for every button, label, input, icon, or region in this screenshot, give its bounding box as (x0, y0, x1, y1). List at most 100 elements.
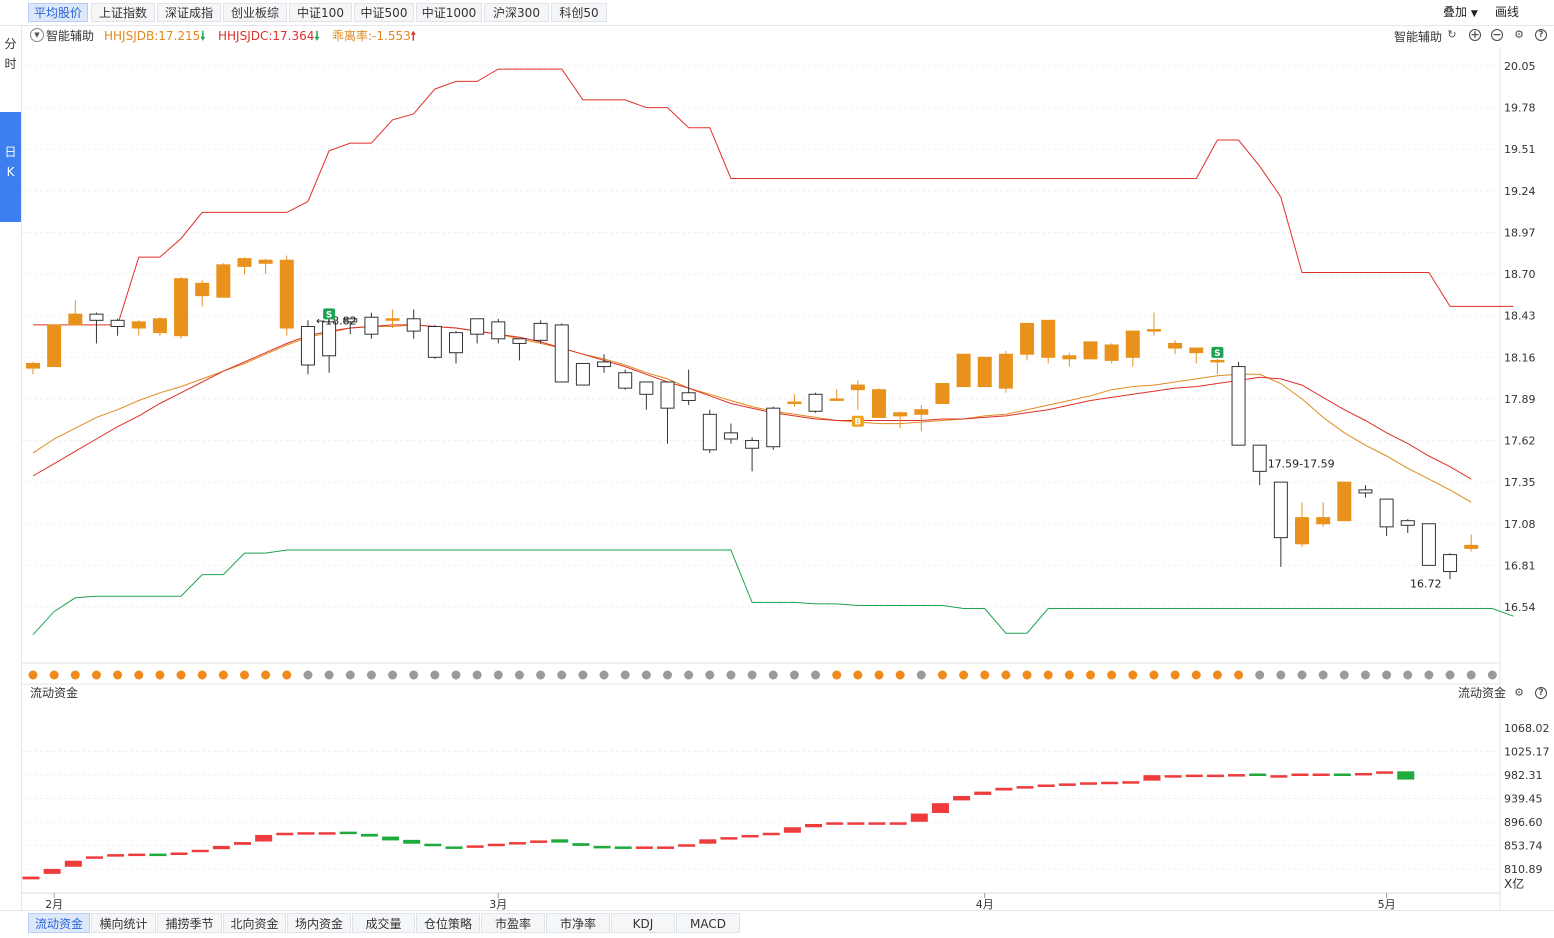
flow-bar (107, 854, 125, 857)
flow-title-right: 流动资金 (1458, 685, 1506, 700)
trend-dot (28, 670, 38, 680)
candle-body (660, 381, 675, 409)
candle-body (554, 324, 569, 383)
flow-bar (995, 787, 1013, 791)
tab-top-8[interactable]: 科创50 (551, 3, 607, 22)
tab-daily-k[interactable]: 日 K (0, 112, 21, 222)
trend-dot (1297, 670, 1307, 680)
y-tick-label: 17.08 (1504, 518, 1536, 531)
flow-bar (424, 843, 442, 847)
tab-bottom-0[interactable]: 流动资金 (28, 913, 90, 933)
tab-bottom-1[interactable]: 横向统计 (91, 913, 156, 933)
trend-dot (1318, 670, 1328, 680)
flow-bar (1164, 775, 1182, 778)
tab-bottom-4[interactable]: 场内资金 (287, 913, 351, 933)
tab-top-5[interactable]: 中证500 (354, 3, 414, 22)
remove-icon[interactable]: − (1491, 28, 1503, 41)
deviation-value-text: 乖离率:-1.553 (332, 29, 411, 43)
trend-dot (430, 670, 440, 680)
tab-bottom-9[interactable]: KDJ (611, 913, 675, 933)
y-tick-label: 19.51 (1504, 143, 1536, 156)
flow-bar (910, 813, 928, 822)
gear-icon-lower[interactable]: ⚙ (1514, 686, 1524, 699)
candle-body (491, 321, 506, 340)
candle-body (1104, 344, 1119, 361)
assist-toggle-icon[interactable]: ▼ (30, 28, 44, 42)
help-icon-lower[interactable]: ? (1535, 687, 1547, 699)
flow-bar (1291, 773, 1309, 777)
candle-body (702, 413, 717, 451)
tab-top-1[interactable]: 上证指数 (91, 3, 155, 22)
tab-top-4[interactable]: 中证100 (289, 3, 352, 22)
tab-top-7[interactable]: 沪深300 (484, 3, 549, 22)
draw-line-button[interactable]: 画线 (1495, 5, 1520, 19)
overlay-button[interactable]: 叠加 ▼ (1443, 3, 1478, 22)
flow-bar (318, 832, 336, 835)
flow-y-tick-label: 1068.02 (1504, 722, 1550, 735)
series-line-HHJSJDB (32, 324, 1472, 503)
candle-body (829, 398, 844, 401)
index-tab-bar: 平均股价 上证指数 深证成指 创业板综 中证100 中证500 中证1000 沪深300 科创5… (0, 0, 1554, 26)
dc-value: HHJSJDC:17.364🠗 (218, 28, 320, 44)
candle-body (322, 321, 337, 357)
tab-bottom-6[interactable]: 仓位策略 (416, 913, 480, 933)
deviation-value: 乖离率:-1.553🠕 (332, 28, 416, 44)
y-tick-label: 20.05 (1504, 60, 1536, 73)
price-annotation: 16.72 (1410, 577, 1442, 590)
trend-dot (937, 670, 947, 680)
candle-body (1273, 481, 1288, 539)
flow-bar (805, 823, 823, 828)
tab-bottom-7[interactable]: 市盈率 (481, 913, 545, 933)
trend-dot (155, 670, 165, 680)
tab-bottom-3[interactable]: 北向资金 (223, 913, 286, 933)
candle-body (152, 318, 167, 334)
y-tick-label: 18.16 (1504, 351, 1536, 364)
tab-top-6[interactable]: 中证1000 (416, 3, 482, 22)
tab-daily-char-1: 日 (4, 145, 17, 159)
tab-top-3[interactable]: 创业板综 (223, 3, 287, 22)
tab-bottom-5[interactable]: 成交量 (352, 913, 415, 933)
refresh-icon[interactable]: ↻ (1447, 28, 1457, 41)
gear-icon[interactable]: ⚙ (1514, 28, 1524, 41)
flow-bar (22, 876, 40, 880)
flow-bar (1397, 771, 1415, 780)
flow-bar (741, 834, 759, 838)
flow-bar (931, 803, 949, 814)
candle-body (1316, 517, 1331, 525)
help-icon[interactable]: ? (1535, 29, 1547, 41)
flow-bar (614, 846, 632, 849)
trend-dot (747, 670, 757, 680)
trend-dot (1043, 670, 1053, 680)
candle-body (1083, 341, 1098, 360)
candle-body (893, 412, 908, 417)
flow-bar (43, 868, 61, 874)
add-icon[interactable]: + (1469, 28, 1481, 41)
tab-top-2[interactable]: 深证成指 (157, 3, 221, 22)
flow-bar (1185, 774, 1203, 778)
flow-bar (572, 843, 590, 846)
trend-dot (303, 670, 313, 680)
flow-bar (953, 796, 971, 801)
flow-y-tick-label: 982.31 (1504, 769, 1543, 782)
trend-dot (895, 670, 905, 680)
assist-label: 智能辅助 (46, 29, 95, 43)
candle-body (1146, 329, 1161, 332)
y-tick-label: 19.78 (1504, 102, 1536, 115)
candle-body (1210, 359, 1225, 363)
tab-top-0[interactable]: 平均股价 (28, 3, 88, 22)
trend-dot (620, 670, 630, 680)
trend-dot (366, 670, 376, 680)
tab-bottom-8[interactable]: 市净率 (546, 913, 610, 933)
candle-body (343, 318, 358, 323)
flow-bar (1354, 772, 1372, 776)
flow-bar (678, 844, 696, 847)
trend-dot (1191, 670, 1201, 680)
candle-body (1168, 342, 1183, 349)
tab-bottom-10[interactable]: MACD (676, 913, 740, 933)
tab-intraday[interactable]: 分 时 (0, 34, 21, 74)
y-tick-label: 16.54 (1504, 601, 1536, 614)
flow-bar (868, 822, 886, 825)
flow-bar (445, 846, 463, 849)
tab-bottom-2[interactable]: 捕捞季节 (157, 913, 222, 933)
